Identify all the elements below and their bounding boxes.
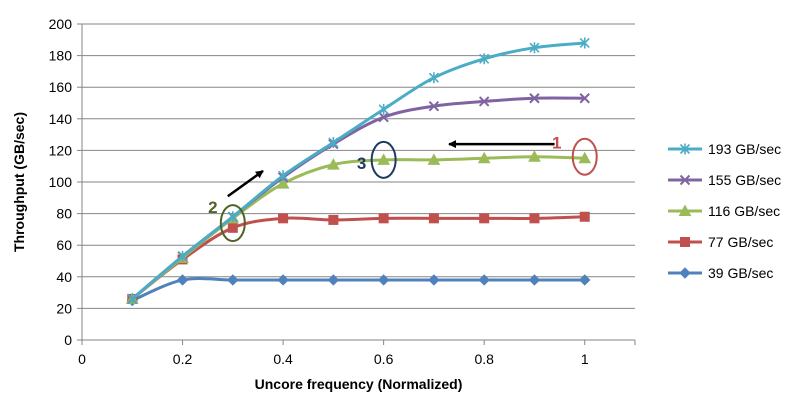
data-point-193 <box>177 250 188 262</box>
legend: 193 GB/sec 155 GB/sec 116 GB/sec 77 GB/sec 3… <box>668 141 781 281</box>
series-line-155 <box>131 96 585 301</box>
series-39 <box>126 274 591 307</box>
data-point-193 <box>579 37 590 49</box>
y-tick-label: 40 <box>56 269 72 285</box>
data-point-155 <box>478 96 490 107</box>
series-193 <box>127 37 590 305</box>
data-point-39 <box>227 274 239 286</box>
annotation-label-1: 1 <box>552 134 561 153</box>
data-point-77 <box>278 213 289 224</box>
legend-marker-77 <box>680 237 690 247</box>
data-point-155 <box>529 93 540 104</box>
legend-marker-155 <box>679 174 691 186</box>
data-point-39 <box>579 274 591 286</box>
legend-marker-116 <box>678 204 692 216</box>
legend-label-77: 77 GB/sec <box>708 234 773 250</box>
y-tick-label: 200 <box>49 16 73 32</box>
annotation-label-2: 2 <box>208 198 217 217</box>
series-line-39 <box>131 276 585 302</box>
x-tick-label: 0 <box>78 351 86 367</box>
data-point-39 <box>478 274 490 286</box>
data-point-77 <box>378 213 389 224</box>
data-point-193 <box>227 211 238 223</box>
data-point-193 <box>378 103 389 115</box>
data-point-193 <box>278 170 289 182</box>
y-tick-label: 0 <box>64 332 72 348</box>
legend-label-193: 193 GB/sec <box>708 141 781 157</box>
data-point-116 <box>276 177 290 189</box>
legend-label-155: 155 GB/sec <box>708 172 781 188</box>
annotation-1: 1 <box>447 134 598 176</box>
plot-series <box>125 37 592 307</box>
data-point-77 <box>428 213 439 224</box>
data-point-116 <box>477 151 491 164</box>
data-point-39 <box>377 274 390 286</box>
data-point-155 <box>579 93 590 104</box>
y-tick-label: 120 <box>49 142 73 158</box>
annotation-2: 2 <box>208 169 264 243</box>
x-axis-title: Uncore frequency (Normalized) <box>255 376 463 392</box>
x-tick-label: 0.4 <box>273 351 293 367</box>
legend-entry-155: 155 GB/sec <box>668 172 781 188</box>
data-point-155 <box>378 112 389 123</box>
x-tick-label: 1 <box>581 351 589 367</box>
annotations: 1 2 3 <box>208 134 598 243</box>
data-point-116 <box>528 150 541 162</box>
gridlines <box>82 23 635 309</box>
annotation-circle-2 <box>219 204 246 243</box>
data-point-39 <box>176 274 189 286</box>
y-tick-label: 180 <box>49 48 73 64</box>
data-point-39 <box>528 274 541 286</box>
y-tick-label: 100 <box>49 174 73 190</box>
data-point-193 <box>529 42 540 54</box>
y-tick-label: 20 <box>56 300 72 316</box>
annotation-label-3: 3 <box>357 154 366 173</box>
x-tick-label: 0.8 <box>474 351 494 367</box>
data-point-116 <box>578 151 592 164</box>
data-point-77 <box>579 211 590 222</box>
axes: 0 20 40 60 80 100 120 140 160 180 200 0 0.2 0.4 0.6 0.8… <box>11 16 636 392</box>
legend-entry-193: 193 GB/sec <box>668 141 781 157</box>
data-point-193 <box>479 53 490 65</box>
series-line-77 <box>131 215 585 301</box>
data-point-116 <box>327 158 340 170</box>
legend-entry-116: 116 GB/sec <box>668 203 780 219</box>
data-point-39 <box>277 274 289 286</box>
data-point-77 <box>328 214 339 225</box>
annotation-circle-3 <box>370 140 397 179</box>
legend-entry-39: 39 GB/sec <box>668 265 773 281</box>
data-point-116 <box>427 153 441 165</box>
legend-label-39: 39 GB/sec <box>708 265 773 281</box>
y-tick-label: 160 <box>49 79 73 95</box>
x-tick-label: 0.2 <box>173 351 193 367</box>
data-point-77 <box>227 222 238 233</box>
annotation-arrow-2 <box>227 169 264 198</box>
data-point-193 <box>428 72 439 84</box>
data-point-77 <box>529 213 540 224</box>
data-point-116 <box>377 153 390 165</box>
data-point-77 <box>479 213 490 224</box>
x-tick-label: 0.6 <box>374 351 394 367</box>
y-axis-title: Throughput (GB/sec) <box>11 112 27 252</box>
data-point-193 <box>328 137 339 148</box>
y-tick-label: 60 <box>56 237 72 253</box>
legend-label-116: 116 GB/sec <box>708 203 780 219</box>
legend-entry-77: 77 GB/sec <box>668 234 773 250</box>
annotation-3: 3 <box>357 140 397 179</box>
legend-marker-193 <box>679 143 691 155</box>
data-point-39 <box>327 274 340 286</box>
data-point-39 <box>428 274 440 286</box>
y-tick-label: 140 <box>49 111 73 127</box>
data-point-155 <box>428 100 440 112</box>
legend-marker-39 <box>679 267 691 279</box>
series-77 <box>127 211 590 304</box>
y-tick-label: 80 <box>56 206 72 222</box>
series-line-193 <box>131 41 585 301</box>
data-point-193 <box>127 293 138 305</box>
annotation-circle-1 <box>571 137 598 176</box>
